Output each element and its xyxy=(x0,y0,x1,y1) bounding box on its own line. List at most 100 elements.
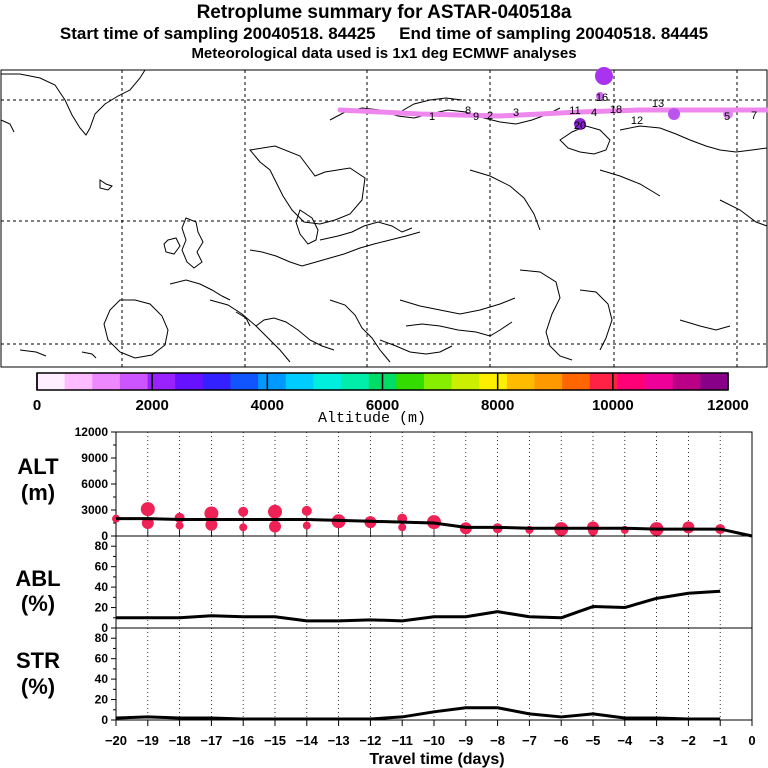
y-tick-label: 80 xyxy=(95,631,109,645)
colorbar-tick-label: 6000 xyxy=(366,397,399,414)
cluster-label: 2 xyxy=(487,110,493,122)
abl-unit: (%) xyxy=(21,591,55,616)
colorbar-tick-label: 12000 xyxy=(707,397,749,414)
y-tick-label: 40 xyxy=(95,580,109,594)
x-tick-label: −17 xyxy=(200,733,222,748)
x-tick-label: −6 xyxy=(554,733,569,748)
y-tick-label: 0 xyxy=(101,713,108,727)
cluster-label: 13 xyxy=(652,98,664,110)
cluster-label: 16 xyxy=(596,92,608,104)
series-line xyxy=(116,589,721,623)
cluster-point xyxy=(175,521,184,530)
cluster-point xyxy=(682,521,695,534)
y-tick-label: 20 xyxy=(95,693,109,707)
cluster-marker-16 xyxy=(596,92,604,100)
colorbar-cell xyxy=(64,373,93,390)
colorbar-cell xyxy=(617,373,646,390)
x-tick-label: −3 xyxy=(649,733,664,748)
colorbar-cell xyxy=(479,373,508,390)
series-line xyxy=(116,517,753,538)
x-axis-title: Travel time (days) xyxy=(369,751,504,768)
colorbar-cell xyxy=(589,373,618,390)
colorbar-cell xyxy=(175,373,204,390)
cluster-point xyxy=(269,520,281,533)
colorbar-tick-label: 2000 xyxy=(135,397,168,414)
colorbar-cell xyxy=(202,373,231,390)
colorbar-cell xyxy=(645,373,674,390)
x-tick-label: −7 xyxy=(522,733,537,748)
colorbar-cell xyxy=(506,373,536,390)
time-series-panels: ALT (m) ABL (%) STR (%) 0300060009000120… xyxy=(15,425,755,768)
colorbar-cell xyxy=(313,373,342,390)
y-tick-label: 40 xyxy=(95,672,109,686)
x-tick-label: −15 xyxy=(264,733,286,748)
x-tick-label: −5 xyxy=(586,733,601,748)
x-tick-label: −4 xyxy=(617,733,633,748)
cluster-point xyxy=(140,502,155,517)
colorbar-cell xyxy=(341,373,370,390)
cluster-point xyxy=(301,505,312,516)
panel-frame xyxy=(115,535,753,629)
colorbar-cell xyxy=(258,373,287,390)
y-tick-label: 6000 xyxy=(81,477,108,491)
x-tick-label: −9 xyxy=(458,733,473,748)
map-frame xyxy=(0,69,768,368)
x-tick-label: −19 xyxy=(137,733,159,748)
colorbar-cell xyxy=(37,373,66,390)
colorbar-cell xyxy=(534,373,563,390)
cluster-marker-19 xyxy=(595,67,613,85)
cluster-label: 11 xyxy=(569,105,580,117)
cluster-label: 3 xyxy=(513,107,519,119)
colorbar-tick-label: 8000 xyxy=(481,397,514,414)
cluster-point xyxy=(302,521,311,530)
abl-panel: 0 20 40 60 80 xyxy=(95,535,753,635)
x-tick-label: −16 xyxy=(232,733,254,748)
x-tick-label: −18 xyxy=(169,733,191,748)
y-tick-label: 12000 xyxy=(75,425,109,439)
cluster-point xyxy=(238,506,249,517)
x-tick-label: −20 xyxy=(105,733,127,748)
colorbar-cell xyxy=(672,373,701,390)
panel-frame xyxy=(115,627,753,721)
cluster-point xyxy=(204,506,219,521)
met-data-note: Meteorological data used is 1x1 deg ECMW… xyxy=(191,45,577,62)
y-tick-label: 80 xyxy=(95,539,109,553)
x-tick-label: −11 xyxy=(392,733,413,748)
colorbar-tick-label: 0 xyxy=(33,397,41,414)
cluster-label: 7 xyxy=(751,110,757,122)
cluster-label: 1 xyxy=(429,111,435,123)
cluster-label: 12 xyxy=(631,115,643,127)
colorbar-tick-label: 10000 xyxy=(592,397,634,414)
y-tick-label: 3000 xyxy=(81,503,108,517)
altitude-colorbar: 0 2000 4000 6000 8000 10000 12000 Altitude (m) xyxy=(33,372,749,427)
colorbar-label: Altitude (m) xyxy=(318,410,426,427)
cluster-marker-5 xyxy=(723,109,733,119)
cluster-label: 20 xyxy=(574,120,586,132)
x-tick-label: −8 xyxy=(490,733,505,748)
cluster-label: 19 xyxy=(597,73,609,85)
cluster-label: 5 xyxy=(724,111,730,123)
y-tick-label: 9000 xyxy=(81,451,108,465)
colorbar-cell xyxy=(562,373,591,390)
colorbar-cell xyxy=(119,373,149,390)
colorbar-tick-label: 4000 xyxy=(251,397,284,414)
str-panel: 0 20 40 60 80 xyxy=(95,627,753,727)
plume-track xyxy=(337,107,768,119)
cluster-marker-20 xyxy=(574,118,586,130)
y-tick-label: 20 xyxy=(95,601,109,615)
sampling-times: Start time of sampling 20040518. 84425 E… xyxy=(59,24,709,43)
colorbar-cell xyxy=(92,373,121,390)
y-tick-label: 60 xyxy=(95,560,109,574)
alt-panel: 0 3000 6000 9000 12000 xyxy=(75,425,753,543)
colorbar-cell xyxy=(285,373,314,390)
colorbar-cell xyxy=(423,373,453,390)
str-unit: (%) xyxy=(21,674,55,699)
colorbar-cell xyxy=(147,373,176,390)
cluster-point xyxy=(239,523,248,532)
cluster-label: 4 xyxy=(591,107,597,119)
x-tick-label: −13 xyxy=(328,733,350,748)
cluster-marker-13 xyxy=(668,108,680,120)
cluster-label: 18 xyxy=(610,104,622,116)
